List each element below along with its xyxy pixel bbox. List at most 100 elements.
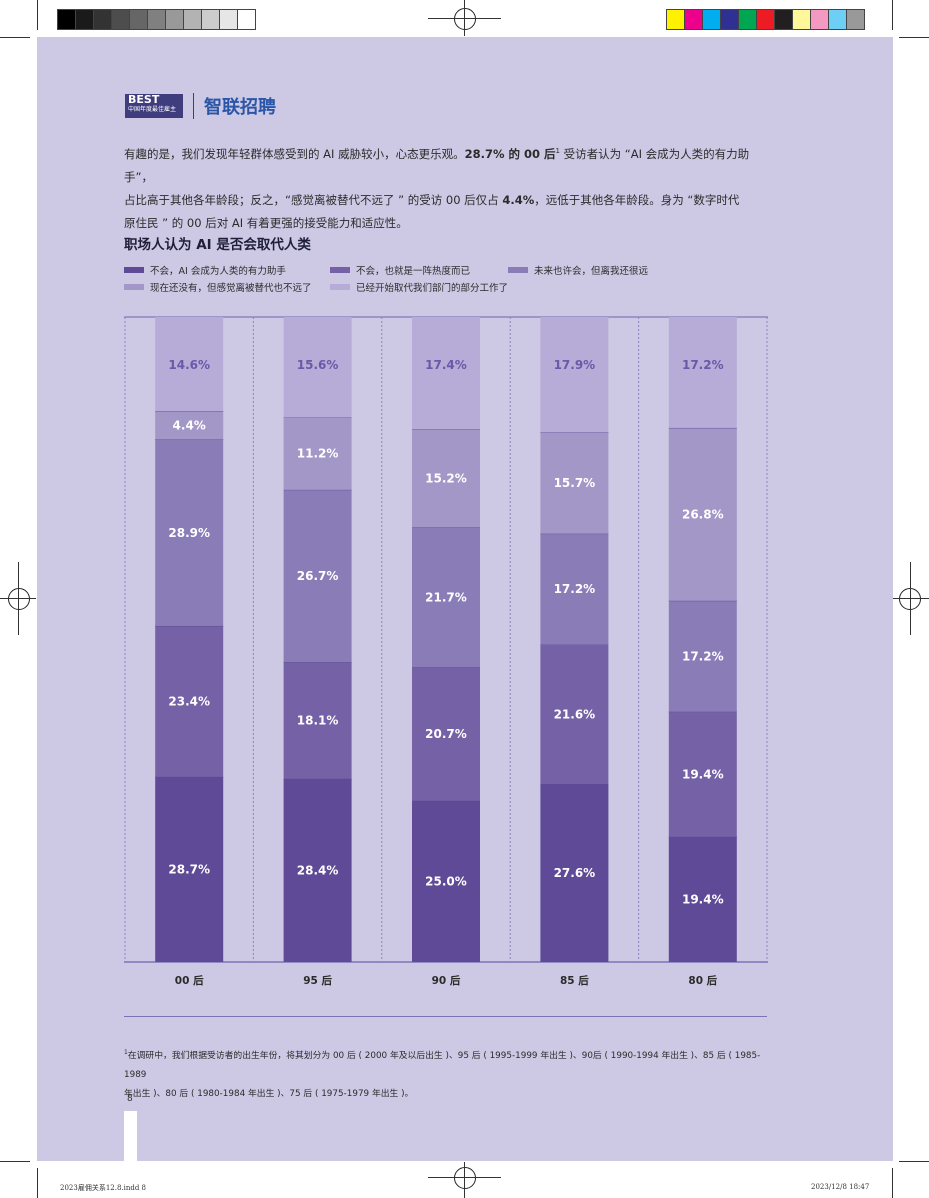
- bar-segment: [412, 527, 480, 668]
- bar-segment: [155, 776, 224, 962]
- data-label: 15.6%: [297, 358, 339, 372]
- footnote-line-2: 年出生 )、80 后 ( 1980-1984 年出生 )、75 后 ( 1975…: [124, 1088, 414, 1099]
- legend-item: 现在还没有，但感觉离被替代也不远了: [124, 280, 312, 294]
- bar-segment: [155, 411, 224, 440]
- data-label: 28.9%: [168, 526, 210, 540]
- legend-label: 不会，AI 会成为人类的有力助手: [150, 266, 286, 277]
- bar-segment: [668, 836, 737, 962]
- data-label: 17.4%: [425, 358, 467, 372]
- legend-swatch: [330, 284, 350, 290]
- category-label: 90 后: [431, 975, 461, 987]
- chart-svg: 28.7% 23.4% 28.9% 4.4% 14.6% 28.4% 18.1% 26.7% 1…: [124, 316, 768, 963]
- legend-swatch: [508, 267, 528, 273]
- gray-swatch: [76, 10, 94, 29]
- intro-line-3: 原住民 ” 的 00 后对 AI 有着更强的接受能力和适应性。: [124, 215, 408, 230]
- registration-mark-icon: [8, 588, 30, 610]
- intro-text-bold: 的 00 后: [504, 146, 556, 161]
- bar-segment: [283, 317, 352, 418]
- bar-segment: [668, 317, 737, 428]
- category-label: 00 后: [174, 975, 204, 987]
- highlight-percent: 4.4%: [502, 192, 535, 207]
- data-label: 26.8%: [682, 507, 724, 521]
- color-swatch: [757, 10, 775, 29]
- stacked-bar-chart: 28.7% 23.4% 28.9% 4.4% 14.6% 28.4% 18.1% 26.7% 1…: [124, 316, 768, 964]
- bar-segment: [540, 317, 609, 433]
- intro-line-1: 有趣的是，我们发现年轻群体感受到的 AI 威胁较小，心态更乐观。28.7% 的 …: [124, 140, 774, 189]
- footnote-line-1: 1在调研中，我们根据受访者的出生年份，将其划分为 00 后 ( 2000 年及以…: [124, 1043, 774, 1085]
- data-label: 15.7%: [554, 476, 596, 490]
- color-swatch: [685, 10, 703, 29]
- crop-mark: [899, 37, 929, 38]
- color-swatch: [829, 10, 847, 29]
- legend-label: 不会，也就是一阵热度而已: [356, 266, 471, 277]
- page-number: 8: [127, 1094, 133, 1104]
- color-calibration-strip: [666, 9, 865, 30]
- color-swatch: [811, 10, 829, 29]
- bar-segment: [412, 667, 480, 801]
- slug-timestamp: 2023/12/8 18:47: [811, 1183, 870, 1191]
- data-label: 21.6%: [554, 707, 596, 721]
- registration-line: [464, 1162, 465, 1198]
- bar-segment: [412, 800, 480, 962]
- footnote-divider: [124, 1016, 767, 1017]
- data-label: 23.4%: [168, 694, 210, 708]
- best-badge-text: BEST: [128, 94, 160, 106]
- crop-mark: [892, 1168, 893, 1198]
- data-label: 17.9%: [554, 358, 596, 372]
- legend-item: 未来也许会，但离我还很远: [508, 263, 648, 277]
- bar-segment: [668, 427, 737, 601]
- footnote-text: 在调研中，我们根据受访者的出生年份，将其划分为 00 后 ( 2000 年及以后…: [124, 1050, 761, 1080]
- gray-swatch: [130, 10, 148, 29]
- logo-divider: [193, 93, 194, 119]
- crop-mark: [0, 37, 30, 38]
- bar-segment: [412, 429, 480, 528]
- color-swatch: [775, 10, 793, 29]
- legend-label: 现在还没有，但感觉离被替代也不远了: [150, 283, 312, 294]
- crop-mark: [892, 0, 893, 30]
- data-label: 25.0%: [425, 874, 467, 888]
- slug-filename: 2023雇佣关系12.8.indd 8: [60, 1184, 147, 1192]
- gray-swatch: [220, 10, 238, 29]
- gray-swatch: [184, 10, 202, 29]
- registration-mark-icon: [454, 8, 476, 30]
- gray-swatch: [238, 10, 255, 29]
- category-label: 80 后: [688, 975, 718, 987]
- data-label: 28.7%: [168, 862, 210, 876]
- intro-text: ，远低于其他各年龄段。身为 “数字时代: [534, 192, 740, 207]
- bar-segment: [412, 317, 480, 430]
- color-swatch: [847, 10, 864, 29]
- chart-title: 职场人认为 AI 是否会取代人类: [124, 237, 311, 253]
- best-badge-subtext: 中国年度最佳雇主: [128, 106, 177, 113]
- data-label: 4.4%: [173, 418, 206, 432]
- crop-mark: [37, 0, 38, 30]
- zhaopin-logo-text: 智联招聘: [204, 97, 276, 118]
- intro-text: 有趣的是，我们发现年轻群体感受到的 AI 威胁较小，心态更乐观。: [124, 146, 465, 161]
- bar-segment: [540, 644, 609, 784]
- registration-line: [18, 562, 19, 635]
- data-label: 19.4%: [682, 767, 724, 781]
- color-swatch: [667, 10, 685, 29]
- gray-swatch: [202, 10, 220, 29]
- color-swatch: [739, 10, 757, 29]
- legend-swatch: [124, 284, 144, 290]
- registration-line: [910, 562, 911, 635]
- intro-text: 受访者认为 “AI 会成为人类的有力助手”，: [124, 146, 750, 184]
- bar-segment: [155, 625, 224, 777]
- legend-swatch: [124, 267, 144, 273]
- crop-mark: [0, 1161, 30, 1162]
- bar-segment: [540, 783, 609, 962]
- bar-segment: [283, 778, 352, 962]
- gray-swatch: [112, 10, 130, 29]
- data-label: 14.6%: [168, 358, 210, 372]
- data-label: 26.7%: [297, 569, 339, 583]
- footnote: 1在调研中，我们根据受访者的出生年份，将其划分为 00 后 ( 2000 年及以…: [124, 1043, 774, 1104]
- bar-segment: [155, 317, 224, 412]
- data-label: 28.4%: [297, 863, 339, 877]
- data-label: 11.2%: [297, 447, 339, 461]
- bar-segment: [155, 439, 224, 626]
- data-label: 19.4%: [682, 892, 724, 906]
- legend-swatch: [330, 267, 350, 273]
- bar-segment: [283, 489, 352, 663]
- legend-label: 未来也许会，但离我还很远: [534, 266, 649, 277]
- color-swatch: [703, 10, 721, 29]
